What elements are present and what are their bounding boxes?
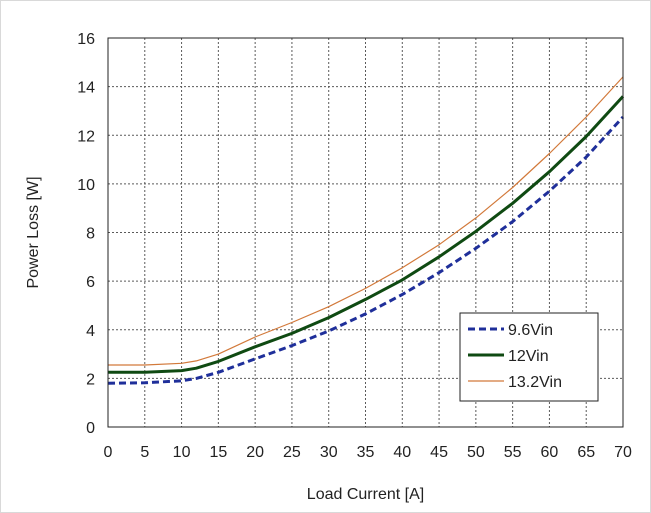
y-tick-label: 0 [86,420,95,437]
x-axis-title: Load Current [A] [307,486,424,503]
plot-frame [107,37,624,428]
series-line-1 [108,95,625,374]
y-tick-label: 8 [86,226,95,243]
x-tick-label: 15 [209,444,227,461]
legend: 9.6Vin 12Vin 13.2Vin [459,312,599,402]
legend-label-1: 12Vin [508,348,549,365]
x-tick-label: 60 [541,444,559,461]
x-tick-label: 25 [283,444,301,461]
x-tick-label: 40 [393,444,411,461]
y-tick-label: 12 [77,128,95,145]
y-tick-label: 4 [86,323,95,340]
x-tick-label: 0 [104,444,113,461]
y-axis-title: Power Loss [W] [25,176,42,288]
y-tick-label: 14 [77,80,95,97]
y-tick-label: 6 [86,274,95,291]
series-line-2 [108,76,624,366]
x-tick-label: 10 [173,444,191,461]
x-tick-label: 50 [467,444,485,461]
series-layer [107,76,625,385]
series-line-0 [107,115,625,385]
tick-layer: 0 5 10 15 20 25 30 35 40 45 50 55 60 65 70 0 2 4 6 8 10 12 14 1… [77,31,632,461]
x-tick-label: 65 [577,444,595,461]
x-tick-label: 55 [504,444,522,461]
x-tick-label: 20 [246,444,264,461]
x-tick-label: 45 [430,444,448,461]
y-tick-label: 10 [77,177,95,194]
legend-label-2: 13.2Vin [508,374,562,391]
x-tick-label: 5 [140,444,149,461]
x-tick-label: 35 [357,444,375,461]
y-tick-label: 16 [77,31,95,48]
y-tick-label: 2 [86,371,95,388]
x-tick-label: 70 [614,444,632,461]
legend-label-0: 9.6Vin [508,322,553,339]
x-tick-label: 30 [320,444,338,461]
